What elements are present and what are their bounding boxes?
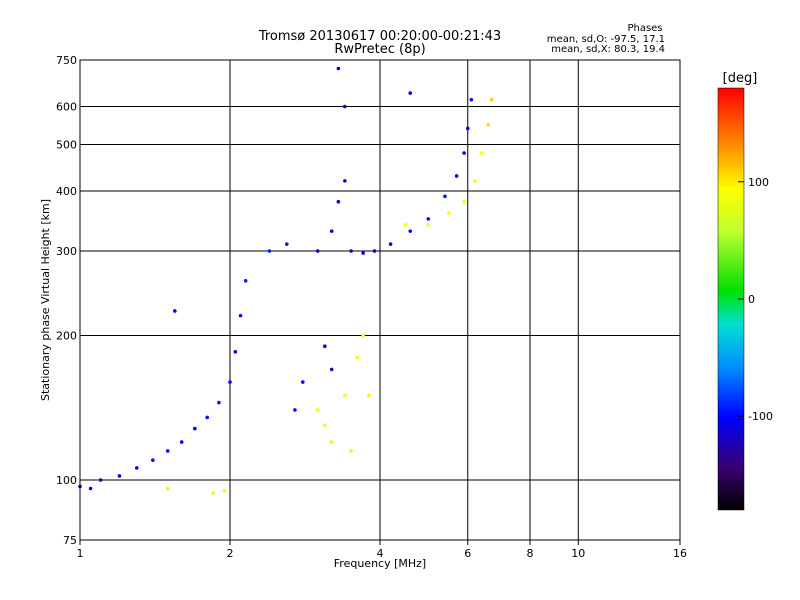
scatter-point-o: [408, 91, 413, 95]
scatter-point-o: [315, 249, 320, 253]
y-tick-label: 750: [56, 54, 77, 67]
grid: [80, 60, 680, 540]
scatter-point-o: [98, 478, 103, 482]
x-tick-label: 2: [227, 547, 234, 560]
x-tick-label: 16: [673, 547, 687, 560]
scatter-point-o: [454, 174, 459, 178]
y-tick-label: 100: [56, 474, 77, 487]
scatter-point-x: [462, 199, 466, 204]
scatter-point-o: [336, 199, 341, 204]
scatter-point-x: [343, 393, 347, 398]
y-axis-label: Stationary phase Virtual Height [km]: [39, 199, 52, 401]
scatter-point-o: [165, 449, 170, 453]
scatter-point-o: [217, 400, 221, 405]
x-axis-label: Frequency [MHz]: [334, 557, 426, 570]
scatter-point-o: [228, 380, 232, 384]
scatter-point-x: [447, 211, 451, 215]
scatter-point-o: [388, 242, 393, 246]
scatter-point-x: [426, 223, 431, 227]
scatter-point-o: [205, 415, 209, 420]
colorbar-tick-label: 100: [748, 176, 769, 189]
scatter-point-x: [473, 179, 477, 183]
scatter-point-x: [222, 488, 227, 493]
colorbar-tick-label: 0: [748, 293, 755, 306]
y-tick-label: 600: [56, 101, 77, 114]
scatter-point-o: [343, 104, 347, 109]
scatter-point-x: [165, 486, 170, 491]
scatter-point-x: [486, 122, 491, 127]
colorbar-tick-label: -100: [748, 410, 773, 423]
scatter-point-o: [134, 466, 139, 470]
y-tick-label: 400: [56, 185, 77, 198]
scatter-point-o: [193, 426, 197, 431]
scatter-point-x: [479, 151, 484, 155]
scatter-point-x: [361, 333, 365, 338]
x-tick-label: 8: [527, 547, 534, 560]
y-tick-label: 75: [63, 534, 77, 547]
scatter-point-o: [343, 179, 347, 183]
x-tick-labels: 1 2 4 6 8 10 16: [77, 540, 687, 560]
scatter-point-o: [408, 229, 413, 233]
stats-line-o: mean, sd,O: -97.5, 17.1: [547, 34, 665, 45]
scatter-point-o: [361, 251, 365, 255]
scatter-point-o: [329, 367, 334, 372]
scatter-point-o: [323, 344, 327, 349]
chart-subtitle: RwPretec (8p): [334, 42, 425, 57]
scatter-point-o: [284, 242, 289, 246]
x-tick-label: 10: [571, 547, 585, 560]
scatter-point-o: [443, 194, 447, 199]
scatter-point-o: [238, 313, 243, 318]
scatter-point-o: [426, 217, 431, 221]
y-tick-label: 500: [56, 139, 77, 152]
scatter-point-o: [329, 229, 334, 233]
scatter-point-o: [336, 66, 341, 71]
scatter-point-o: [465, 126, 470, 131]
scatter-points: [78, 66, 494, 495]
scatter-point-o: [88, 486, 93, 491]
scatter-point-x: [329, 440, 334, 444]
stats-title: Phases: [627, 23, 662, 34]
scatter-point-x: [349, 449, 353, 453]
scatter-point-x: [323, 423, 327, 428]
scatter-point-x: [403, 223, 408, 227]
scatter-point-o: [151, 458, 155, 462]
scatter-point-x: [489, 97, 494, 102]
colorbar-label: [deg]: [723, 71, 758, 86]
scatter-point-o: [173, 309, 177, 313]
scatter-point-o: [469, 97, 474, 102]
colorbar: [deg] -100 0 100: [717, 71, 773, 511]
scatter-point-o: [243, 279, 248, 283]
y-tick-label: 300: [56, 245, 77, 258]
x-tick-label: 4: [377, 547, 384, 560]
scatter-point-o: [179, 440, 184, 444]
y-tick-labels: 75 100 200 300 400 500 600 750: [56, 54, 77, 547]
scatter-point-x: [211, 491, 215, 495]
chart-title: Tromsø 20130617 00:20:00-00:21:43: [258, 29, 501, 44]
scatter-point-o: [301, 380, 305, 384]
scatter-point-o: [462, 151, 466, 155]
scatter-point-o: [233, 349, 238, 354]
scatter-point-x: [355, 355, 359, 360]
scatter-point-o: [293, 408, 297, 412]
scatter-point-o: [372, 249, 377, 253]
scatter-point-x: [367, 393, 371, 398]
scatter-point-o: [267, 249, 272, 253]
scatter-point-o: [349, 249, 353, 253]
scatter-point-o: [117, 474, 122, 478]
x-tick-label: 1: [77, 547, 84, 560]
x-tick-label: 6: [464, 547, 471, 560]
y-tick-label: 200: [56, 330, 77, 343]
stats-line-x: mean, sd,X: 80.3, 19.4: [551, 44, 665, 55]
scatter-point-x: [315, 408, 320, 412]
